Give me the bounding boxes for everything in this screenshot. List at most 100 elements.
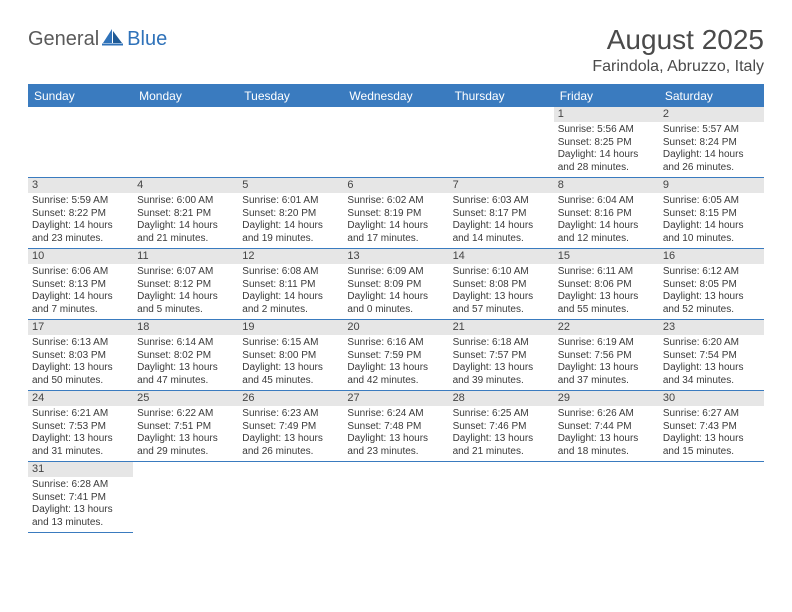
day-body: Sunrise: 6:10 AMSunset: 8:08 PMDaylight:… [449, 264, 554, 319]
day-number: 24 [28, 391, 133, 406]
daylight-text: Daylight: 13 hours and 39 minutes. [453, 362, 550, 387]
daylight-text: Daylight: 13 hours and 23 minutes. [347, 433, 444, 458]
day-body: Sunrise: 6:28 AMSunset: 7:41 PMDaylight:… [28, 477, 133, 532]
daylight-text: Daylight: 13 hours and 42 minutes. [347, 362, 444, 387]
sunset-text: Sunset: 8:13 PM [32, 279, 129, 292]
sunrise-text: Sunrise: 6:23 AM [242, 408, 339, 421]
day-cell: 15Sunrise: 6:11 AMSunset: 8:06 PMDayligh… [554, 249, 659, 319]
sunset-text: Sunset: 8:06 PM [558, 279, 655, 292]
sunrise-text: Sunrise: 6:28 AM [32, 479, 129, 492]
day-body: Sunrise: 6:22 AMSunset: 7:51 PMDaylight:… [133, 406, 238, 461]
daylight-text: Daylight: 13 hours and 15 minutes. [663, 433, 760, 458]
location: Farindola, Abruzzo, Italy [592, 58, 764, 76]
day-body: Sunrise: 6:13 AMSunset: 8:03 PMDaylight:… [28, 335, 133, 390]
day-body: Sunrise: 6:25 AMSunset: 7:46 PMDaylight:… [449, 406, 554, 461]
day-cell [554, 462, 659, 533]
calendar: SundayMondayTuesdayWednesdayThursdayFrid… [28, 84, 764, 533]
day-cell: 11Sunrise: 6:07 AMSunset: 8:12 PMDayligh… [133, 249, 238, 319]
day-header-row: SundayMondayTuesdayWednesdayThursdayFrid… [28, 86, 764, 107]
sunrise-text: Sunrise: 6:05 AM [663, 195, 760, 208]
sunset-text: Sunset: 7:56 PM [558, 350, 655, 363]
day-body: Sunrise: 6:12 AMSunset: 8:05 PMDaylight:… [659, 264, 764, 319]
sunset-text: Sunset: 8:09 PM [347, 279, 444, 292]
logo-text-blue: Blue [127, 28, 167, 51]
day-number: 18 [133, 320, 238, 335]
logo: General Blue [28, 24, 167, 51]
day-header: Sunday [28, 86, 133, 107]
day-cell: 19Sunrise: 6:15 AMSunset: 8:00 PMDayligh… [238, 320, 343, 390]
day-cell: 13Sunrise: 6:09 AMSunset: 8:09 PMDayligh… [343, 249, 448, 319]
daylight-text: Daylight: 14 hours and 10 minutes. [663, 220, 760, 245]
weeks-container: 1Sunrise: 5:56 AMSunset: 8:25 PMDaylight… [28, 107, 764, 533]
day-number: 11 [133, 249, 238, 264]
sunrise-text: Sunrise: 6:22 AM [137, 408, 234, 421]
day-body: Sunrise: 6:02 AMSunset: 8:19 PMDaylight:… [343, 193, 448, 248]
day-cell: 30Sunrise: 6:27 AMSunset: 7:43 PMDayligh… [659, 391, 764, 461]
week-row: 10Sunrise: 6:06 AMSunset: 8:13 PMDayligh… [28, 249, 764, 320]
sunset-text: Sunset: 8:17 PM [453, 208, 550, 221]
sunrise-text: Sunrise: 6:12 AM [663, 266, 760, 279]
daylight-text: Daylight: 14 hours and 12 minutes. [558, 220, 655, 245]
day-cell: 23Sunrise: 6:20 AMSunset: 7:54 PMDayligh… [659, 320, 764, 390]
day-number: 22 [554, 320, 659, 335]
day-cell [659, 462, 764, 533]
sunrise-text: Sunrise: 6:10 AM [453, 266, 550, 279]
day-header: Friday [554, 86, 659, 107]
sunrise-text: Sunrise: 6:24 AM [347, 408, 444, 421]
day-cell [238, 107, 343, 177]
day-cell [133, 107, 238, 177]
day-cell [449, 462, 554, 533]
day-cell: 4Sunrise: 6:00 AMSunset: 8:21 PMDaylight… [133, 178, 238, 248]
daylight-text: Daylight: 13 hours and 45 minutes. [242, 362, 339, 387]
week-row: 1Sunrise: 5:56 AMSunset: 8:25 PMDaylight… [28, 107, 764, 178]
daylight-text: Daylight: 14 hours and 23 minutes. [32, 220, 129, 245]
day-number: 31 [28, 462, 133, 477]
day-number: 9 [659, 178, 764, 193]
daylight-text: Daylight: 14 hours and 26 minutes. [663, 149, 760, 174]
day-body: Sunrise: 5:56 AMSunset: 8:25 PMDaylight:… [554, 122, 659, 177]
daylight-text: Daylight: 14 hours and 5 minutes. [137, 291, 234, 316]
day-number: 19 [238, 320, 343, 335]
sunset-text: Sunset: 8:15 PM [663, 208, 760, 221]
sunset-text: Sunset: 8:22 PM [32, 208, 129, 221]
sunrise-text: Sunrise: 6:07 AM [137, 266, 234, 279]
day-number: 3 [28, 178, 133, 193]
daylight-text: Daylight: 13 hours and 18 minutes. [558, 433, 655, 458]
daylight-text: Daylight: 13 hours and 55 minutes. [558, 291, 655, 316]
day-number: 12 [238, 249, 343, 264]
sunset-text: Sunset: 7:43 PM [663, 421, 760, 434]
daylight-text: Daylight: 14 hours and 19 minutes. [242, 220, 339, 245]
sunset-text: Sunset: 8:25 PM [558, 137, 655, 150]
day-cell: 28Sunrise: 6:25 AMSunset: 7:46 PMDayligh… [449, 391, 554, 461]
day-number: 5 [238, 178, 343, 193]
day-cell [238, 462, 343, 533]
day-body: Sunrise: 6:07 AMSunset: 8:12 PMDaylight:… [133, 264, 238, 319]
sunrise-text: Sunrise: 6:25 AM [453, 408, 550, 421]
day-cell: 8Sunrise: 6:04 AMSunset: 8:16 PMDaylight… [554, 178, 659, 248]
day-body: Sunrise: 5:59 AMSunset: 8:22 PMDaylight:… [28, 193, 133, 248]
day-number: 1 [554, 107, 659, 122]
day-number: 4 [133, 178, 238, 193]
day-number: 10 [28, 249, 133, 264]
day-body: Sunrise: 6:05 AMSunset: 8:15 PMDaylight:… [659, 193, 764, 248]
daylight-text: Daylight: 13 hours and 29 minutes. [137, 433, 234, 458]
sunrise-text: Sunrise: 6:26 AM [558, 408, 655, 421]
day-body: Sunrise: 6:26 AMSunset: 7:44 PMDaylight:… [554, 406, 659, 461]
sunset-text: Sunset: 7:48 PM [347, 421, 444, 434]
day-cell [343, 462, 448, 533]
daylight-text: Daylight: 14 hours and 2 minutes. [242, 291, 339, 316]
day-number: 26 [238, 391, 343, 406]
sunrise-text: Sunrise: 6:04 AM [558, 195, 655, 208]
daylight-text: Daylight: 13 hours and 21 minutes. [453, 433, 550, 458]
day-cell [133, 462, 238, 533]
sunset-text: Sunset: 8:08 PM [453, 279, 550, 292]
day-body: Sunrise: 6:06 AMSunset: 8:13 PMDaylight:… [28, 264, 133, 319]
day-body: Sunrise: 6:24 AMSunset: 7:48 PMDaylight:… [343, 406, 448, 461]
day-body: Sunrise: 5:57 AMSunset: 8:24 PMDaylight:… [659, 122, 764, 177]
sunset-text: Sunset: 7:57 PM [453, 350, 550, 363]
sail-icon [102, 28, 124, 51]
day-cell: 16Sunrise: 6:12 AMSunset: 8:05 PMDayligh… [659, 249, 764, 319]
header: General Blue August 2025 Farindola, Abru… [28, 24, 764, 76]
daylight-text: Daylight: 14 hours and 21 minutes. [137, 220, 234, 245]
sunrise-text: Sunrise: 6:03 AM [453, 195, 550, 208]
